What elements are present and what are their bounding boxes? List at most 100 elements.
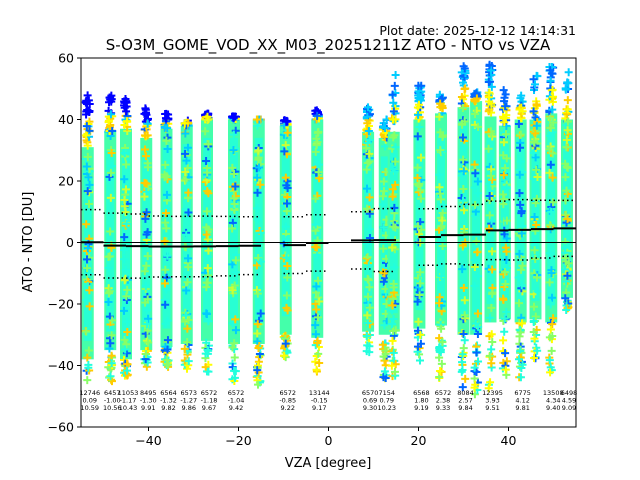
bin-stat-count: 6775 bbox=[514, 389, 531, 397]
data-point bbox=[311, 321, 320, 330]
data-point bbox=[546, 124, 555, 133]
data-point bbox=[499, 151, 508, 160]
data-point bbox=[313, 276, 322, 285]
data-point bbox=[107, 359, 116, 368]
data-point bbox=[204, 271, 213, 280]
bin-stat-mean: -0.85 bbox=[279, 397, 296, 405]
data-point bbox=[181, 175, 190, 184]
bin-stat-std: 9.91 bbox=[141, 404, 155, 412]
data-point bbox=[530, 80, 539, 89]
data-point bbox=[107, 331, 116, 340]
bin-stat-mean: 1.80 bbox=[414, 397, 428, 405]
data-point bbox=[229, 112, 238, 121]
data-point bbox=[416, 279, 425, 288]
data-point bbox=[531, 113, 540, 122]
data-point bbox=[120, 202, 129, 211]
data-point bbox=[548, 149, 557, 158]
data-point bbox=[230, 339, 239, 348]
data-point bbox=[140, 192, 149, 201]
data-point bbox=[365, 303, 374, 312]
bin-core-inner bbox=[459, 125, 468, 317]
data-point bbox=[532, 221, 541, 230]
data-point bbox=[437, 222, 446, 231]
data-point bbox=[229, 146, 238, 155]
bin-stat-mean: 4.59 bbox=[562, 397, 576, 405]
data-point bbox=[378, 340, 387, 349]
data-point bbox=[280, 351, 289, 360]
data-point bbox=[363, 119, 372, 128]
bin-stat-std: 9.42 bbox=[229, 404, 243, 412]
bin-column bbox=[545, 62, 558, 377]
bin-stat-std: 9.82 bbox=[161, 404, 175, 412]
data-point bbox=[487, 345, 496, 354]
bin-stat-std: 10.23 bbox=[377, 404, 396, 412]
data-point bbox=[313, 338, 322, 347]
data-point bbox=[516, 130, 525, 139]
data-point bbox=[416, 186, 425, 195]
data-point bbox=[546, 221, 555, 230]
bin-stat-count: 13144 bbox=[309, 389, 330, 397]
data-point bbox=[228, 319, 237, 328]
data-point bbox=[204, 225, 213, 234]
data-point bbox=[487, 330, 496, 339]
data-point bbox=[123, 285, 132, 294]
data-point bbox=[365, 283, 374, 292]
data-point bbox=[313, 111, 322, 120]
data-point bbox=[281, 222, 290, 231]
data-point bbox=[473, 248, 482, 257]
data-point bbox=[500, 118, 509, 127]
data-point bbox=[83, 91, 92, 100]
data-point bbox=[363, 341, 372, 350]
data-point bbox=[202, 207, 211, 216]
data-point bbox=[485, 192, 494, 201]
data-point bbox=[104, 116, 113, 125]
data-point bbox=[548, 293, 557, 302]
bin-column bbox=[140, 104, 153, 371]
data-point bbox=[391, 360, 400, 369]
data-point bbox=[487, 82, 496, 91]
data-point bbox=[164, 360, 173, 369]
bin-stat-std: 10.59 bbox=[80, 404, 99, 412]
data-point bbox=[203, 278, 212, 287]
data-point bbox=[517, 319, 526, 328]
data-point bbox=[283, 262, 292, 271]
data-point bbox=[470, 281, 479, 290]
bin-stat-std: 10.56 bbox=[103, 404, 122, 412]
data-point bbox=[458, 358, 467, 367]
data-point bbox=[488, 175, 497, 184]
bin-stat-mean: 0.79 bbox=[380, 397, 394, 405]
data-point bbox=[458, 366, 467, 375]
bin-stat-mean: -1.30 bbox=[140, 397, 157, 405]
data-point bbox=[529, 317, 538, 326]
bin-core-inner bbox=[516, 137, 525, 304]
data-point bbox=[390, 263, 399, 272]
data-point bbox=[391, 157, 400, 166]
data-point bbox=[502, 263, 511, 272]
data-point bbox=[254, 146, 263, 155]
data-point bbox=[413, 222, 422, 231]
y-tick-label: −20 bbox=[48, 297, 74, 312]
data-point bbox=[379, 277, 388, 286]
data-point bbox=[488, 247, 497, 256]
data-point bbox=[459, 185, 468, 194]
data-point bbox=[562, 218, 571, 227]
bin-core-inner bbox=[486, 134, 495, 304]
data-point bbox=[363, 139, 372, 148]
data-point bbox=[563, 105, 572, 114]
data-point bbox=[563, 78, 572, 87]
data-point bbox=[365, 149, 374, 158]
bin-column bbox=[561, 68, 573, 315]
data-point bbox=[515, 249, 524, 258]
data-point bbox=[487, 359, 496, 368]
data-point bbox=[529, 302, 538, 311]
data-point bbox=[438, 338, 447, 347]
bin-stat-std: 9.81 bbox=[515, 404, 529, 412]
data-point bbox=[83, 255, 92, 264]
data-point bbox=[106, 110, 115, 119]
data-point bbox=[390, 367, 399, 376]
data-point bbox=[104, 297, 113, 306]
data-point bbox=[388, 90, 397, 99]
data-point bbox=[437, 324, 446, 333]
bin-column bbox=[279, 116, 292, 362]
